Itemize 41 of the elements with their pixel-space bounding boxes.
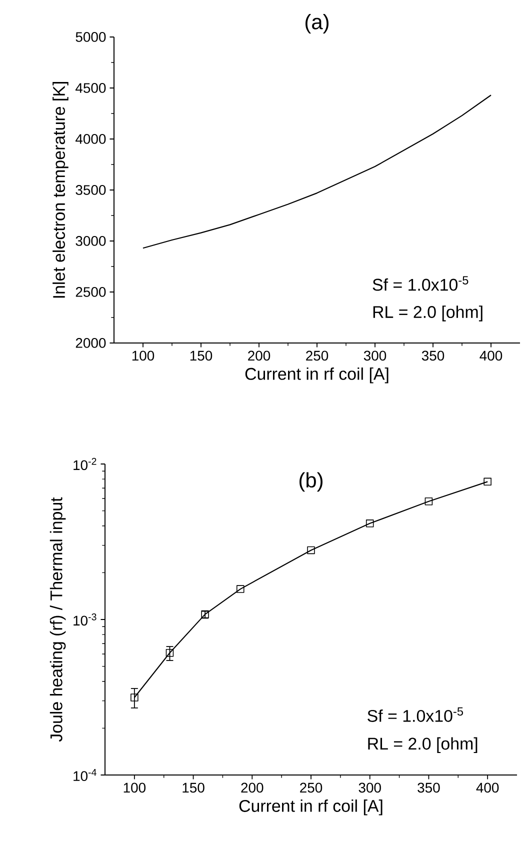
x-tick-label: 200: [248, 350, 270, 361]
x-tick-label: 100: [124, 782, 146, 793]
x-tick-label: 350: [418, 782, 440, 793]
x-tick-label: 250: [306, 350, 328, 361]
y-tick-label: 5000: [76, 32, 106, 42]
y-tick-label: 2500: [76, 287, 106, 297]
annotation: Sf = 1.0x10$^{-5}$: [368, 707, 464, 722]
x-tick-label: 250: [300, 782, 322, 793]
y-tick-label: 4500: [76, 83, 106, 93]
x-tick-label: 300: [364, 350, 386, 361]
y-tick-label: 10$^{-2}$: [74, 458, 96, 470]
chart-title: (b): [300, 472, 322, 492]
point: [166, 649, 174, 657]
x-tick-label: 300: [358, 782, 381, 793]
x-tick-label: 350: [422, 350, 444, 361]
y-axis-title: Inlet electron temperature [K]: [52, 82, 68, 298]
x-tick-label: 400: [476, 782, 499, 793]
y-tick-label: 4000: [76, 134, 106, 144]
point: [307, 546, 315, 554]
x-tick-label: 150: [182, 782, 204, 793]
x-tick-label: 200: [241, 782, 264, 793]
x-tick-label: 150: [190, 350, 212, 361]
x-axis-title: Current in rf coil [A]: [239, 800, 382, 816]
y-tick-label: 3500: [76, 185, 106, 195]
point: [366, 520, 374, 528]
point: [424, 497, 433, 506]
chart-title: (a): [306, 14, 328, 34]
point: [130, 694, 138, 702]
annotation: RL = 2.0 [ohm]: [373, 306, 482, 322]
y-tick-label: 2000: [76, 338, 106, 348]
y-tick-label: 10$^{-3}$: [74, 613, 96, 626]
x-axis-title: Current in rf coil [A]: [245, 367, 388, 384]
y-axis-title: Joule heating (rf) / Thermal input: [50, 497, 66, 742]
x-tick-label: 400: [480, 350, 502, 361]
annotation: RL = 2.0 [ohm]: [368, 737, 478, 754]
point: [236, 585, 244, 593]
point: [484, 478, 492, 486]
x-tick-label: 100: [132, 350, 154, 361]
y-tick-label: 10$^{-4}$: [74, 768, 96, 782]
y-tick-label: 3000: [76, 236, 106, 246]
annotation: Sf = 1.0x10$^{-5}$: [372, 276, 468, 291]
